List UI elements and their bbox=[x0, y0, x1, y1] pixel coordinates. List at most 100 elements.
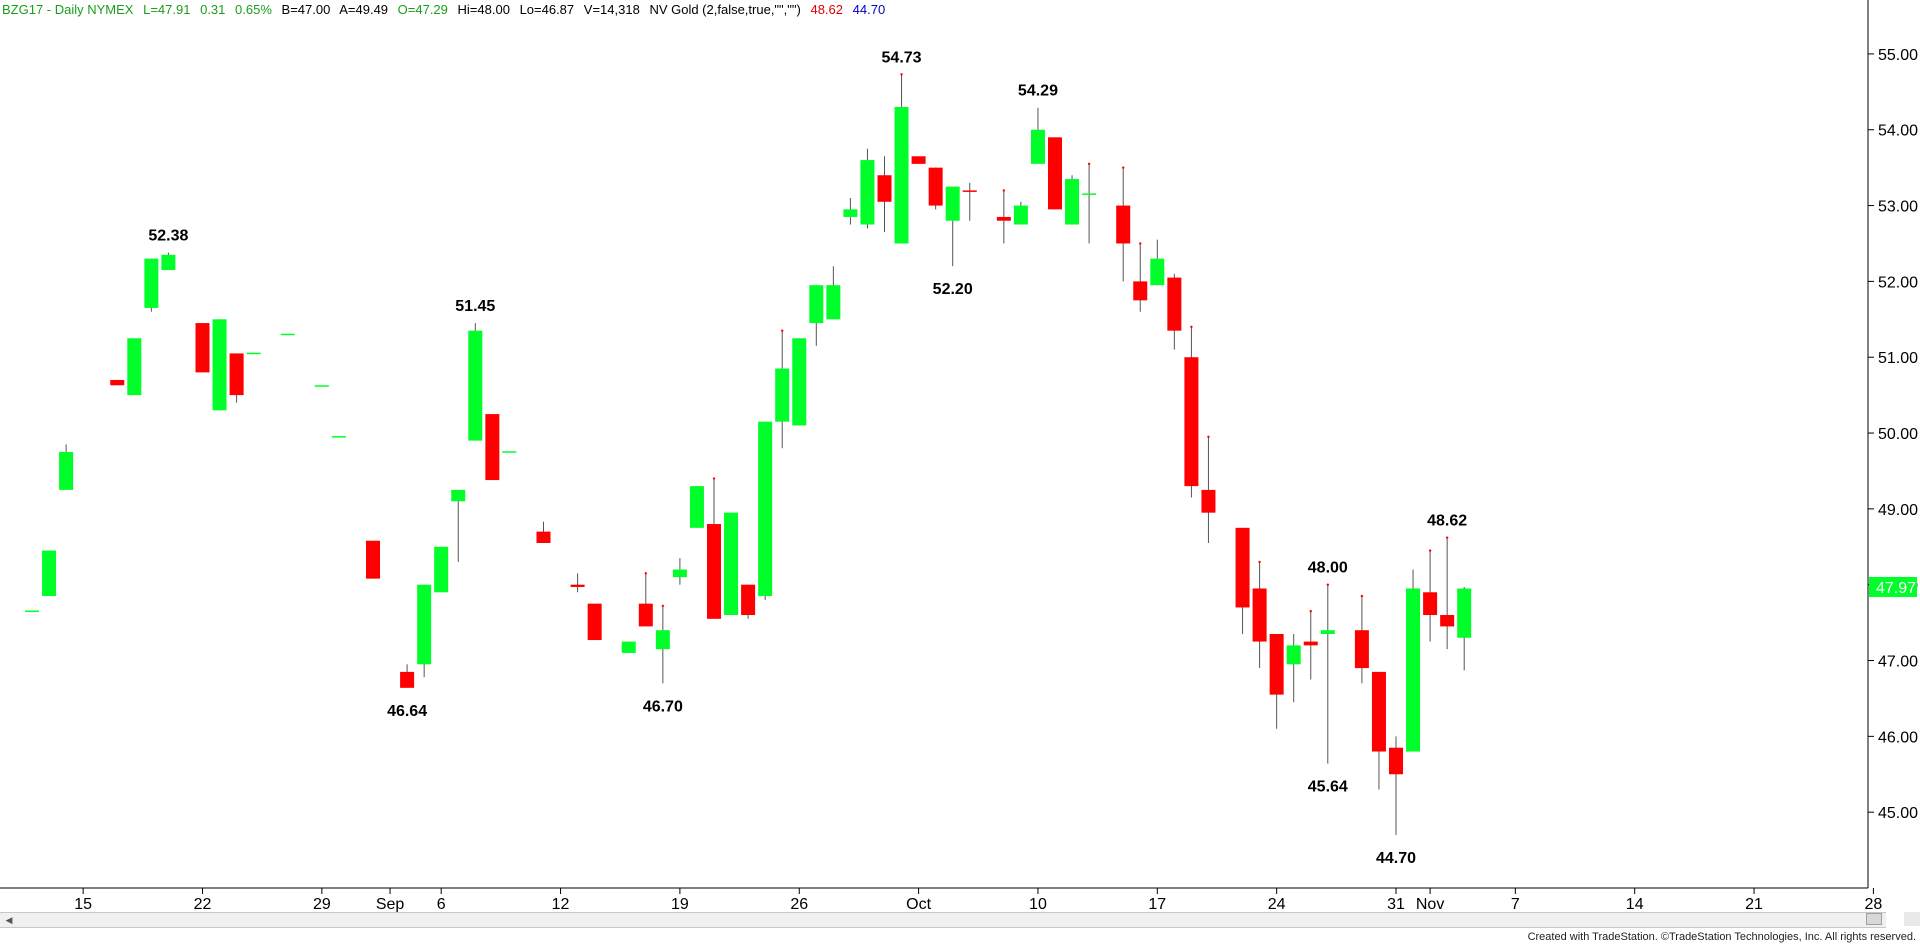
candle bbox=[775, 329, 790, 449]
price-annotation: 54.73 bbox=[882, 49, 922, 66]
candle bbox=[485, 414, 500, 481]
x-tick-label: 7 bbox=[1511, 896, 1520, 913]
candles-layer bbox=[25, 73, 1472, 835]
candle-body bbox=[42, 550, 57, 597]
y-tick-label: 45.00 bbox=[1878, 805, 1918, 822]
candle-body bbox=[672, 569, 687, 578]
candle bbox=[587, 603, 602, 641]
horizontal-scrollbar[interactable]: ◀ ▶ bbox=[0, 912, 1886, 928]
header-bid: B=47.00 bbox=[281, 2, 331, 17]
candle bbox=[1440, 536, 1455, 650]
candle bbox=[741, 584, 756, 619]
candle-body bbox=[195, 323, 210, 373]
candle-body bbox=[707, 524, 721, 619]
candle-body bbox=[1440, 615, 1455, 627]
candle-body bbox=[229, 353, 244, 396]
candle bbox=[144, 258, 159, 312]
axes-layer: 45.00 46.00 47.00 48.00 49.00 50.00 51.00 52.00… bbox=[0, 0, 1918, 913]
candle-body bbox=[1048, 137, 1062, 210]
price-annotation: 52.20 bbox=[933, 281, 973, 298]
candle-body bbox=[962, 190, 977, 192]
candle bbox=[1269, 633, 1284, 729]
candle bbox=[1320, 583, 1335, 764]
high-marker bbox=[1190, 325, 1193, 329]
price-annotation: 46.64 bbox=[387, 703, 427, 720]
high-marker bbox=[1002, 189, 1006, 192]
candle bbox=[1423, 549, 1438, 642]
candle-body bbox=[1389, 747, 1403, 775]
candle bbox=[945, 186, 960, 267]
candle-body bbox=[877, 175, 892, 202]
header-pct: 0.65% bbox=[235, 2, 272, 17]
x-tick-label: 14 bbox=[1626, 896, 1644, 913]
y-tick-label: 46.00 bbox=[1878, 729, 1918, 746]
candle bbox=[1457, 586, 1472, 671]
candle bbox=[672, 558, 687, 585]
candle-body bbox=[366, 540, 380, 579]
candle-body bbox=[843, 209, 858, 217]
y-tick-label: 47.00 bbox=[1878, 654, 1918, 671]
candle bbox=[1065, 175, 1080, 225]
candle bbox=[229, 353, 244, 403]
header-high: Hi=48.00 bbox=[457, 2, 510, 17]
candle bbox=[212, 319, 227, 411]
candle-body bbox=[894, 106, 909, 244]
header-change: 0.31 bbox=[200, 2, 226, 17]
candle-body bbox=[809, 285, 824, 324]
candle bbox=[1389, 736, 1403, 835]
y-tick-label: 51.00 bbox=[1878, 350, 1918, 367]
high-marker bbox=[1207, 435, 1210, 439]
high-marker bbox=[1122, 166, 1125, 169]
price-annotation: 45.64 bbox=[1308, 779, 1348, 796]
price-annotation: 44.70 bbox=[1376, 850, 1416, 867]
candle-body bbox=[417, 584, 432, 665]
candle bbox=[894, 73, 909, 244]
candle-body bbox=[144, 258, 159, 308]
candle-body bbox=[1235, 527, 1250, 608]
candle-body bbox=[1065, 179, 1080, 225]
y-tick-label: 52.00 bbox=[1878, 274, 1918, 291]
high-marker bbox=[1326, 583, 1330, 586]
high-marker bbox=[1087, 162, 1091, 166]
header-indicator-value-1: 48.62 bbox=[810, 2, 844, 17]
candle-body bbox=[1030, 129, 1045, 164]
price-annotation: 52.38 bbox=[148, 228, 188, 245]
high-marker bbox=[712, 477, 716, 480]
candle bbox=[911, 156, 926, 164]
x-tick-label: 21 bbox=[1745, 896, 1763, 913]
scrollbar-thumb[interactable] bbox=[1866, 913, 1882, 925]
header-low: Lo=46.87 bbox=[519, 2, 575, 17]
candle bbox=[843, 197, 858, 225]
candle-body bbox=[1013, 205, 1028, 225]
x-tick-label: 17 bbox=[1148, 896, 1166, 913]
candle bbox=[1116, 166, 1131, 282]
x-tick-label: 15 bbox=[74, 896, 92, 913]
high-marker bbox=[1258, 560, 1261, 564]
candle-body bbox=[911, 156, 926, 164]
candle-body bbox=[1184, 357, 1199, 487]
candle-body bbox=[1406, 588, 1421, 752]
candle-body bbox=[1116, 205, 1131, 244]
candle-body bbox=[485, 414, 500, 481]
candle-body bbox=[1457, 588, 1472, 638]
last-price-tag bbox=[1869, 576, 1917, 597]
candle bbox=[1184, 325, 1199, 498]
candle bbox=[1030, 107, 1045, 164]
x-tick-label: Nov bbox=[1416, 896, 1444, 913]
candle bbox=[400, 664, 415, 688]
candle-body bbox=[1354, 630, 1369, 669]
header-indicator-value-2: 44.70 bbox=[852, 2, 886, 17]
scroll-left-icon[interactable]: ◀ bbox=[5, 915, 13, 925]
candle-body bbox=[434, 546, 449, 593]
candle bbox=[161, 252, 176, 271]
candle-body bbox=[826, 285, 841, 320]
header-indicator: NV Gold (2,false,true,"","") bbox=[649, 2, 801, 17]
x-tick-label: 29 bbox=[313, 896, 331, 913]
candle-body bbox=[775, 368, 790, 422]
candle bbox=[707, 477, 721, 619]
candle-body bbox=[1133, 281, 1148, 301]
y-tick-label: 55.00 bbox=[1878, 47, 1918, 64]
price-annotation: 48.62 bbox=[1427, 513, 1467, 530]
candle bbox=[792, 338, 807, 426]
candle-body bbox=[741, 584, 756, 616]
